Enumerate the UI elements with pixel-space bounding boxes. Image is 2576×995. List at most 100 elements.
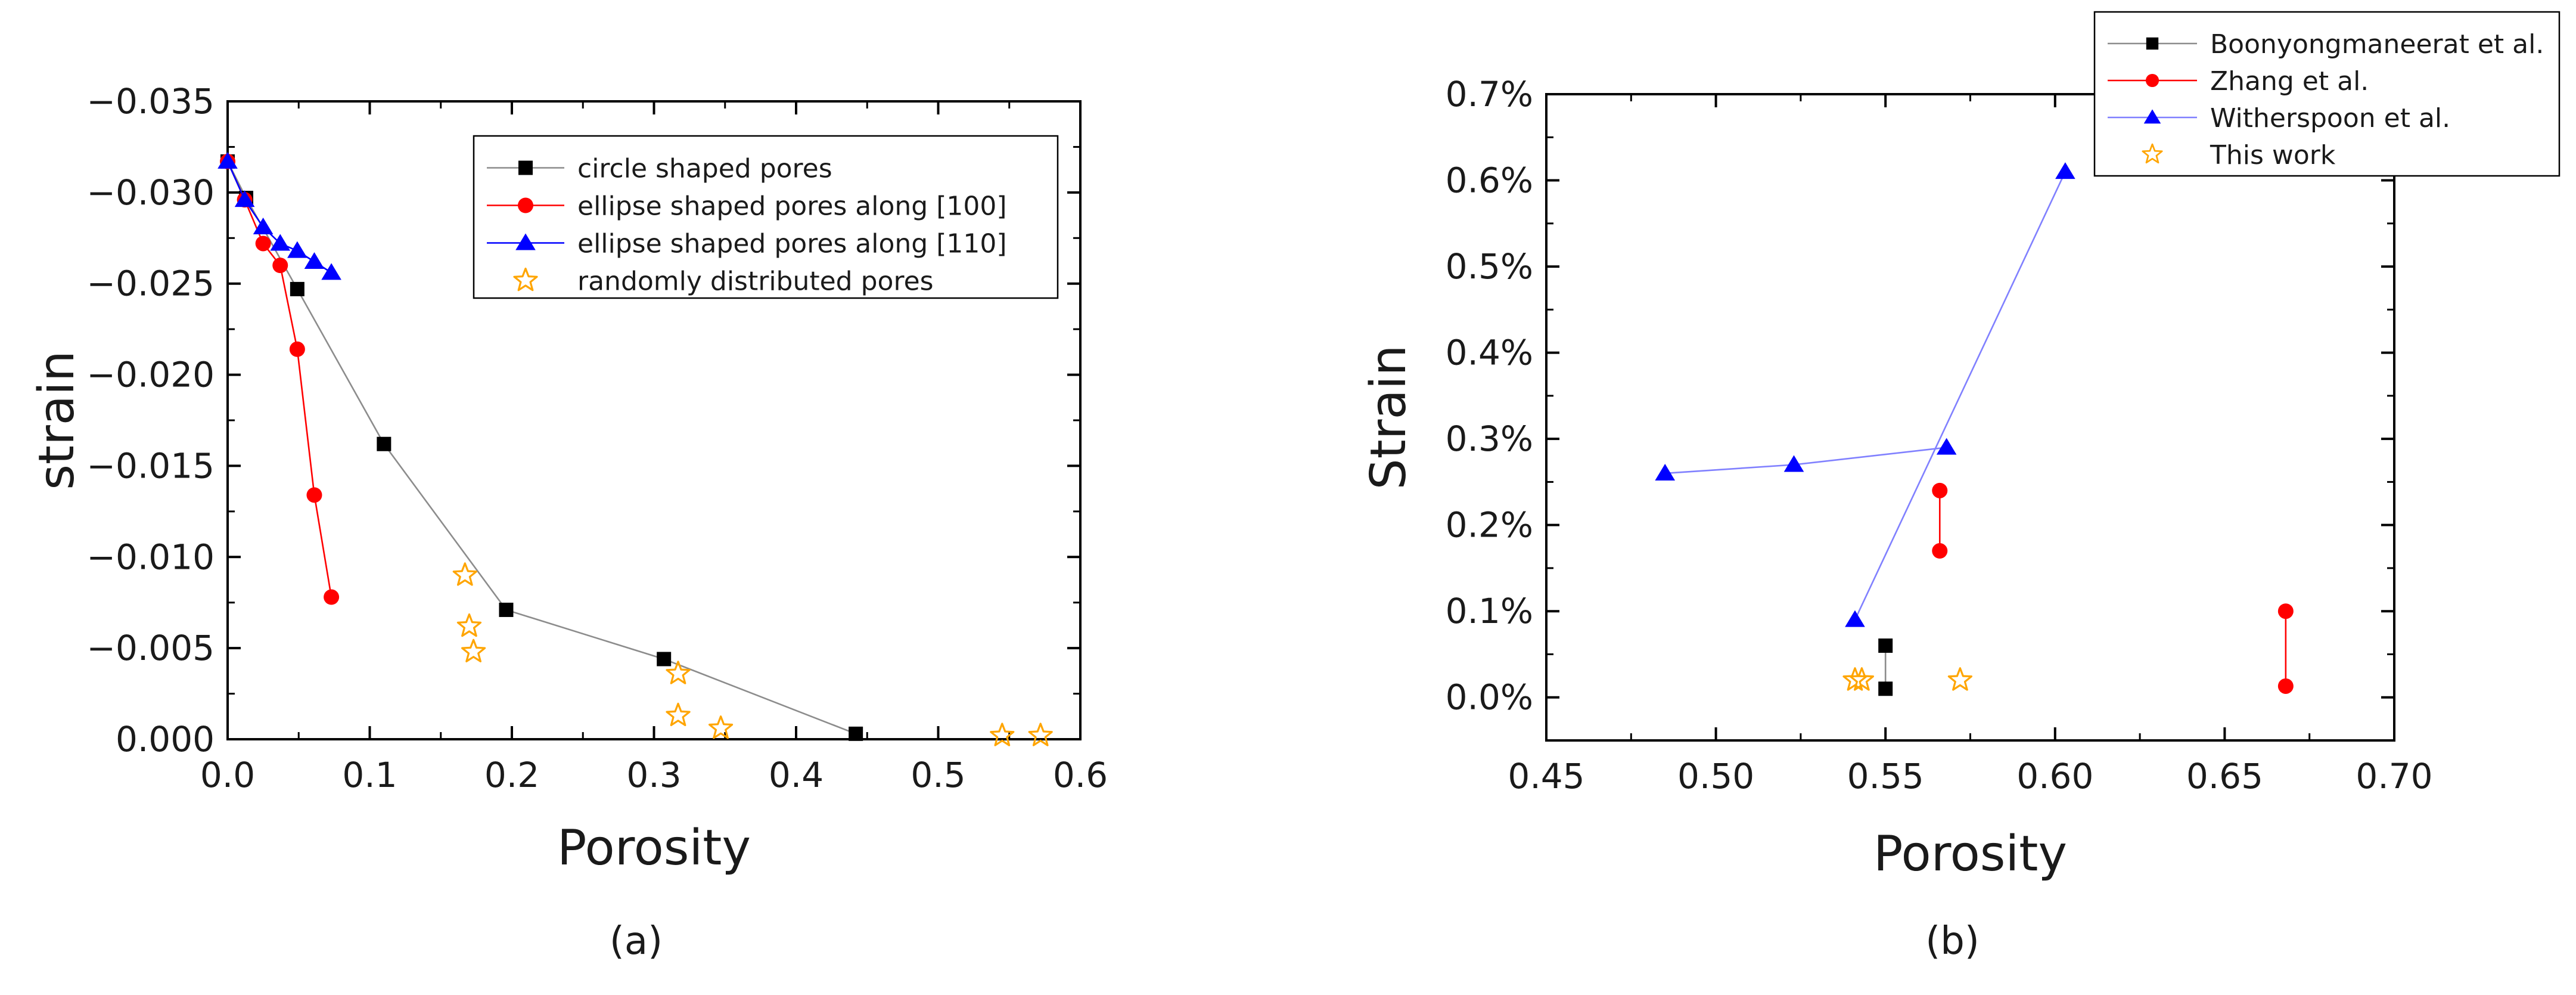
data-point [499, 602, 514, 617]
legend-marker [513, 267, 538, 292]
legend-label: ellipse shaped pores along [100] [577, 191, 1007, 222]
y-tick-label: −0.025 [86, 264, 215, 304]
x-tick-label: 0.65 [2186, 756, 2263, 796]
data-point [1878, 638, 1893, 653]
data-point [253, 217, 274, 234]
data-point [255, 235, 271, 252]
legend: circle shaped pores ellipse shaped pores … [473, 135, 1059, 299]
series-line [1854, 171, 2067, 621]
data-point [849, 726, 863, 741]
x-tick-label: 0.50 [1677, 756, 1754, 796]
legend-label: Zhang et al. [2210, 66, 2369, 97]
legend-label: This work [2210, 140, 2336, 171]
data-point [456, 613, 482, 637]
x-axis-label: Porosity [557, 820, 751, 876]
y-tick-label: −0.035 [86, 81, 215, 122]
y-tick-label: 0.4% [1446, 333, 1533, 373]
data-point [217, 151, 238, 169]
y-tick-label: 0.1% [1446, 591, 1533, 631]
data-point [287, 241, 307, 258]
data-point [270, 234, 291, 251]
data-point [1842, 667, 1867, 691]
legend-box [473, 135, 1059, 299]
data-point [290, 281, 304, 296]
y-tick-label: −0.005 [86, 628, 215, 668]
legend-marker [518, 197, 533, 213]
x-tick-label: 0.1 [342, 755, 397, 795]
data-point [452, 562, 477, 586]
y-tick-label: 0.2% [1446, 505, 1533, 545]
data-point [2277, 603, 2294, 619]
y-tick-label: 0.0% [1446, 677, 1533, 718]
series-2 [1655, 162, 2075, 627]
x-tick-label: 0.2 [484, 755, 539, 795]
x-tick-label: 0.6 [1053, 755, 1108, 795]
legend-marker [2143, 109, 2161, 124]
data-point [1936, 438, 1957, 455]
legend-label: Witherspoon et al. [2210, 103, 2450, 134]
series-3 [1842, 667, 1972, 691]
chart-a: 0.0 0.1 0.2 0.3 0.4 0.5 0.6 0.000 −0.005 −0.010 −0… [29, 81, 1108, 963]
data-point [1932, 482, 1948, 498]
data-point [1783, 455, 1804, 472]
series-1 [220, 153, 340, 605]
data-point [666, 661, 691, 684]
series-1 [1932, 482, 2294, 694]
data-point [377, 436, 391, 451]
legend-box [2093, 11, 2561, 177]
y-tick-label: −0.015 [86, 445, 215, 486]
data-point [1878, 681, 1893, 696]
x-tick-label: 0.4 [769, 755, 824, 795]
data-point [1028, 723, 1053, 746]
data-point [1655, 463, 1676, 481]
legend-label: randomly distributed pores [577, 266, 934, 297]
data-point [324, 589, 340, 605]
data-point [657, 652, 672, 667]
data-point [306, 487, 322, 503]
data-point [2055, 162, 2075, 179]
legend-marker [2146, 37, 2159, 50]
series-line [226, 161, 333, 597]
data-point [272, 258, 288, 274]
x-tick-label: 0.5 [911, 755, 965, 795]
series-line [1665, 447, 1947, 475]
x-tick-label: 0.0 [200, 755, 255, 795]
legend-marker [2145, 73, 2159, 88]
x-axis-label: Porosity [1873, 826, 2067, 882]
y-axis-label: Strain [1360, 345, 1417, 490]
chart-b: 0.45 0.50 0.55 0.60 0.65 0.70 0.0% 0.1% 0.2% 0.3%… [1360, 11, 2561, 963]
data-point [1932, 543, 1948, 559]
y-tick-label: 0.7% [1446, 74, 1533, 114]
legend-marker [518, 160, 533, 175]
y-axis-label: strain [29, 351, 85, 490]
data-point [234, 190, 255, 207]
x-tick-label: 0.55 [1847, 756, 1924, 796]
data-point [289, 341, 305, 357]
data-point [1947, 667, 1972, 691]
data-point [666, 702, 691, 727]
y-tick-label: 0.6% [1446, 160, 1533, 201]
legend-marker [2142, 143, 2163, 164]
data-point [321, 263, 341, 280]
data-point [708, 715, 734, 739]
series-2 [217, 151, 341, 280]
legend-label: Boonyongmaneerat et al. [2210, 29, 2544, 60]
y-tick-label: 0.3% [1446, 419, 1533, 459]
y-tick-label: 0.5% [1446, 246, 1533, 287]
y-tick-label: −0.020 [86, 355, 215, 395]
legend-marker [515, 233, 536, 250]
x-tick-label: 0.60 [2016, 756, 2093, 796]
legend-label: circle shaped pores [577, 154, 832, 184]
y-tick-label: −0.030 [86, 172, 215, 213]
figure-caption: (a) [610, 919, 663, 963]
plot-frame [1545, 93, 2395, 742]
legend: Boonyongmaneerat et al. Zhang et al. Withe… [2093, 11, 2561, 177]
data-point [1845, 610, 1865, 627]
x-tick-label: 0.3 [626, 755, 681, 795]
data-point [1849, 667, 1874, 691]
data-point [2277, 678, 2294, 694]
x-tick-label: 0.70 [2356, 756, 2432, 796]
figure-caption: (b) [1925, 919, 1980, 963]
legend-label: ellipse shaped pores along [110] [577, 229, 1007, 259]
